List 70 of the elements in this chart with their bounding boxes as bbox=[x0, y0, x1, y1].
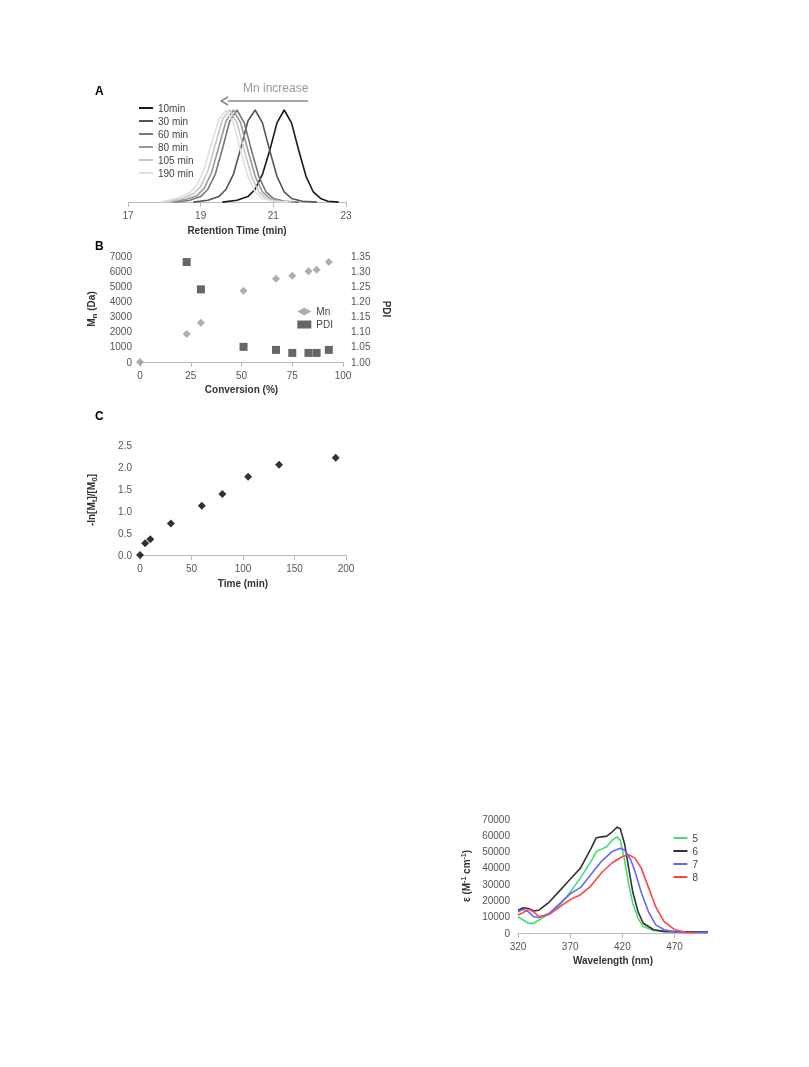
y-tick-label: 0 bbox=[126, 356, 133, 368]
x-tick-label: 0 bbox=[137, 369, 144, 381]
y-tick-label: 2000 bbox=[109, 326, 133, 338]
y2-tick-label: 1.25 bbox=[351, 280, 371, 292]
y-tick-label: 50000 bbox=[482, 846, 511, 858]
x-tick-label: 75 bbox=[286, 369, 299, 381]
x-axis-title: Conversion (%) bbox=[204, 384, 279, 396]
y2-tick-label: 1.10 bbox=[351, 326, 371, 338]
y-tick-label: 1.5 bbox=[118, 483, 133, 495]
x-tick-label: 100 bbox=[234, 562, 252, 574]
legend-label: Mn bbox=[316, 306, 331, 317]
x-tick-label: 100 bbox=[334, 369, 352, 381]
x-axis-title: Wavelength (nm) bbox=[572, 955, 654, 967]
x-tick-label: 370 bbox=[561, 940, 579, 952]
legend-label: 60 min bbox=[158, 128, 189, 140]
chart-title: C bbox=[95, 409, 104, 423]
x-tick-label: 50 bbox=[235, 369, 248, 381]
y-tick-label: 7000 bbox=[109, 250, 133, 262]
y2-tick-label: 1.20 bbox=[351, 295, 371, 307]
y-tick-label: 0.0 bbox=[118, 549, 133, 561]
y-tick-label: 2.0 bbox=[118, 461, 133, 473]
y-tick-label: 60000 bbox=[482, 829, 511, 841]
y2-tick-label: 1.15 bbox=[351, 311, 371, 323]
y-tick-label: 30000 bbox=[482, 878, 511, 890]
legend-label: 190 min bbox=[158, 167, 194, 179]
legend-label: PDI bbox=[316, 319, 333, 330]
x-tick-label: 19 bbox=[195, 209, 207, 221]
x-tick-label: 420 bbox=[614, 940, 632, 952]
y-tick-label: 2.5 bbox=[118, 439, 133, 451]
y-tick-label: 40000 bbox=[482, 862, 511, 874]
x-tick-label: 17 bbox=[122, 209, 134, 221]
y-tick-label: 0 bbox=[504, 927, 511, 939]
chart-title: A bbox=[95, 84, 104, 98]
y-tick-label: 5000 bbox=[109, 280, 133, 292]
legend-label: 5 bbox=[692, 832, 699, 844]
x-tick-label: 23 bbox=[340, 209, 352, 221]
text: Mn increase bbox=[243, 81, 309, 95]
y2-tick-label: 1.05 bbox=[351, 341, 371, 353]
y-tick-label: 20000 bbox=[482, 894, 511, 906]
y2-tick-label: 1.35 bbox=[351, 250, 371, 262]
y-tick-label: 6000 bbox=[109, 265, 133, 277]
legend-label: 30 min bbox=[158, 115, 189, 127]
legend-label: 7 bbox=[692, 858, 699, 870]
x-axis-title: Time (min) bbox=[217, 577, 269, 589]
y-axis-title: Mn (Da) bbox=[85, 291, 99, 327]
y2-tick-label: 1.30 bbox=[351, 265, 371, 277]
x-tick-label: 0 bbox=[137, 562, 144, 574]
x-axis-title: Retention Time (min) bbox=[187, 224, 287, 236]
legend-label: 105 min bbox=[158, 154, 194, 166]
x-tick-label: 50 bbox=[185, 562, 198, 574]
x-tick-label: 320 bbox=[509, 940, 527, 952]
chart-title: B bbox=[95, 239, 104, 253]
x-tick-label: 470 bbox=[666, 940, 684, 952]
y-tick-label: 0.5 bbox=[118, 527, 133, 539]
x-tick-label: 200 bbox=[337, 562, 355, 574]
x-tick-label: 21 bbox=[267, 209, 280, 221]
x-tick-label: 25 bbox=[185, 369, 197, 381]
legend-label: 80 min bbox=[158, 141, 189, 153]
legend-label: 10min bbox=[158, 102, 186, 114]
legend-label: 6 bbox=[692, 845, 699, 857]
y-tick-label: 10000 bbox=[482, 911, 511, 923]
y2-tick-label: 1.00 bbox=[351, 356, 371, 368]
y-tick-label: 1.0 bbox=[118, 505, 133, 517]
y-tick-label: 1000 bbox=[109, 341, 133, 353]
y-tick-label: 70000 bbox=[482, 813, 511, 825]
x-tick-label: 150 bbox=[286, 562, 304, 574]
y-tick-label: 4000 bbox=[109, 295, 133, 307]
legend-label: 8 bbox=[692, 871, 699, 883]
y-tick-label: 3000 bbox=[109, 311, 133, 323]
y2-axis-title: PDI bbox=[380, 300, 392, 318]
